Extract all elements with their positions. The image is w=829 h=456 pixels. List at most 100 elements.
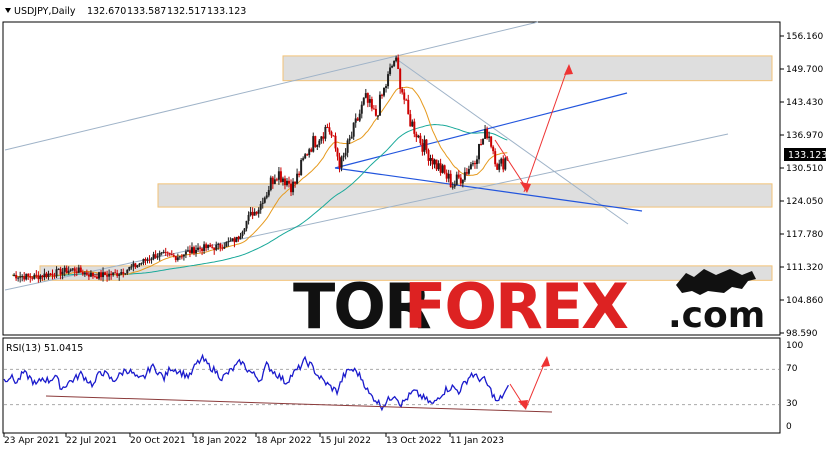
rsi-header: RSI(13) 51.0415: [6, 343, 83, 354]
candle-body: [267, 190, 270, 196]
candle-body: [209, 244, 212, 247]
candle-body: [490, 136, 493, 147]
candle-body: [328, 127, 331, 132]
candle-body: [176, 257, 179, 260]
candle-body: [35, 274, 38, 276]
candle-body: [156, 256, 159, 258]
candle-body: [461, 179, 464, 184]
candle-body: [83, 272, 86, 275]
torforex-watermark: TOR FOREX .com: [293, 269, 765, 343]
candle-body: [318, 140, 321, 145]
price-zone: [282, 55, 773, 82]
price-zone: [39, 265, 773, 281]
candle-body: [383, 87, 386, 96]
candle-body: [61, 271, 64, 275]
candle-body: [316, 144, 319, 147]
candle-body: [480, 144, 483, 146]
candle-body: [57, 268, 60, 270]
candle-body: [140, 263, 143, 265]
candle-body: [356, 118, 359, 121]
candle-body: [378, 94, 381, 116]
candle-body: [25, 273, 28, 280]
candle-body: [399, 69, 402, 89]
watermark-forex: FOREX: [404, 270, 628, 343]
candle-body: [504, 158, 507, 170]
candle-body: [13, 274, 16, 276]
symbol-dropdown-icon[interactable]: [5, 8, 11, 13]
price-axis-label: 130.510: [786, 164, 823, 174]
time-axis-label: 18 Jan 2022: [193, 436, 247, 446]
candle-body: [168, 253, 171, 255]
time-axis-label: 23 Apr 2021: [4, 436, 60, 446]
candle-body: [190, 247, 193, 253]
candle-body: [213, 247, 216, 250]
candle-body: [447, 173, 450, 179]
candle-body: [128, 267, 131, 270]
candle-body: [340, 157, 343, 168]
candle-body: [251, 211, 254, 216]
candle-body: [197, 247, 200, 250]
candle-body: [23, 276, 26, 280]
candle-body: [116, 273, 119, 276]
candle-body: [71, 268, 74, 270]
candle-body: [199, 247, 202, 249]
rsi-axis-label: 70: [786, 364, 798, 374]
candle-body: [142, 259, 145, 264]
candle-body: [110, 273, 113, 276]
candle-body: [188, 250, 191, 253]
candle-body: [488, 136, 491, 139]
candle-body: [294, 181, 297, 184]
candle-body: [257, 209, 260, 214]
candle-body: [324, 126, 327, 139]
candle-body: [348, 138, 351, 141]
candle-body: [247, 214, 250, 221]
arrow-down-line: [494, 139, 528, 190]
ma-fast-line: [12, 86, 508, 278]
candle-body: [261, 202, 264, 205]
price-axis[interactable]: 156.160 149.700 143.430 136.970 130.510 124.0…: [780, 32, 823, 339]
candle-body: [322, 136, 325, 139]
blue-upper-line: [334, 92, 628, 169]
candle-body: [467, 168, 470, 174]
candle-body: [245, 220, 248, 229]
candle-body: [77, 267, 80, 273]
price-zone: [157, 183, 773, 208]
candle-body: [21, 276, 24, 278]
time-axis-label: 13 Oct 2022: [386, 436, 442, 446]
time-axis-label: 15 Jul 2022: [320, 436, 371, 446]
price-axis-label: 104.860: [786, 296, 823, 306]
candle-body: [136, 265, 139, 268]
candle-body: [41, 275, 44, 278]
candle-body: [249, 211, 252, 215]
candle-body: [186, 250, 189, 252]
candle-body: [178, 256, 181, 258]
time-axis[interactable]: 23 Apr 2021 22 Jul 2021 20 Oct 2021 18 Jan …: [3, 433, 504, 446]
time-axis-label: 22 Jul 2021: [66, 436, 117, 446]
candle-body: [451, 186, 454, 188]
candle-body: [227, 241, 230, 243]
candle-body: [277, 171, 280, 180]
candle-body: [162, 251, 165, 253]
candle-body: [332, 135, 335, 137]
candle-body: [241, 231, 244, 237]
candle-body: [405, 99, 408, 101]
candle-body: [45, 273, 48, 277]
candle-body: [275, 179, 278, 181]
candle-body: [102, 272, 105, 278]
candle-body: [374, 108, 377, 116]
candle-body: [180, 256, 183, 258]
candle-body: [67, 270, 70, 273]
lower-channel-line: [4, 133, 729, 291]
candle-body: [221, 247, 224, 249]
candle-body: [449, 173, 452, 187]
candle-body: [423, 139, 426, 152]
candle-body: [346, 140, 349, 153]
candle-body: [475, 159, 478, 165]
rsi-axis-label: 100: [786, 341, 803, 351]
candle-body: [184, 251, 187, 255]
candle-body: [372, 108, 375, 110]
candle-body: [259, 204, 262, 210]
candle-body: [15, 274, 18, 279]
candle-body: [492, 146, 495, 152]
